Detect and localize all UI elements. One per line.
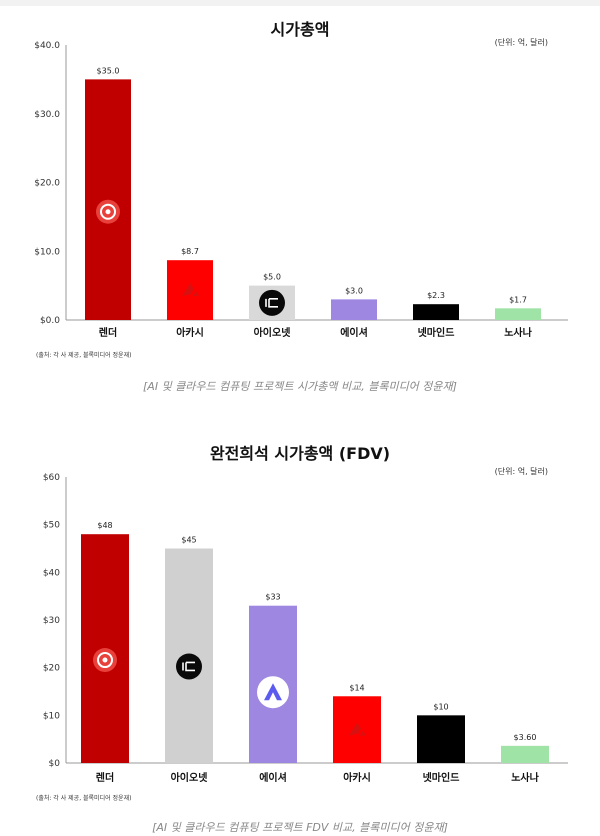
market-cap-chart: 시가총액 (단위: 억, 달러) $0.0 $10.0 $20.0 $30.0 $40.… bbox=[0, 6, 600, 410]
bar-value-label: $45 bbox=[181, 536, 196, 545]
chart-caption: [AI 및 클라우드 컴퓨팅 프로젝트 시가총액 비교, 블록미디어 정윤재] bbox=[143, 380, 457, 393]
bar-value-label: $10 bbox=[433, 702, 448, 711]
bar bbox=[331, 299, 377, 320]
bar-value-label: $3.60 bbox=[514, 733, 537, 742]
aethir-logo-glyph-icon bbox=[264, 683, 282, 701]
chart-plot-area: $0 $10 $20 $30 $40 $50 $60 $48 렌더 $45 아이오넷 $33 에이셔 $1… bbox=[43, 473, 568, 784]
category-label: 에이셔 bbox=[340, 326, 368, 339]
chart-title: 완전희석 시가총액 (FDV) bbox=[209, 444, 391, 463]
y-tick-label: $30 bbox=[43, 616, 60, 626]
y-tick-label: $0 bbox=[49, 759, 61, 769]
aethir-logo-group bbox=[257, 676, 289, 709]
y-tick-label: $20 bbox=[43, 664, 60, 674]
bar-value-label: $33 bbox=[265, 593, 280, 602]
chart-caption: [AI 및 클라우드 컴퓨팅 프로젝트 FDV 비교, 블록미디어 정윤재] bbox=[152, 821, 448, 834]
category-label: 렌더 bbox=[99, 326, 117, 339]
bar bbox=[413, 304, 459, 320]
unit-note: (단위: 억, 달러) bbox=[494, 38, 548, 47]
bar bbox=[417, 715, 465, 763]
akash-logo-icon bbox=[182, 283, 199, 297]
category-label: 넷마인드 bbox=[418, 326, 455, 339]
category-label: 넷마인드 bbox=[423, 771, 460, 784]
akash-logo-icon bbox=[349, 722, 366, 736]
render-logo-group bbox=[96, 199, 120, 224]
bar bbox=[85, 79, 131, 320]
render-logo-group bbox=[93, 648, 117, 673]
bar-value-label: $2.3 bbox=[427, 291, 445, 300]
fdv-chart: 완전희석 시가총액 (FDV) (단위: 억, 달러) $0 $10 $20 $30 $… bbox=[0, 430, 600, 836]
source-note: (출처: 각 사 제공, 블록미디어 정윤재) bbox=[36, 352, 132, 359]
y-tick-label: $30.0 bbox=[34, 110, 60, 120]
top-bar bbox=[0, 0, 600, 6]
source-note: (출처: 각 사 제공, 블록미디어 정윤재) bbox=[36, 795, 132, 802]
ionet-logo-group bbox=[176, 653, 202, 680]
render-logo-dot-icon bbox=[105, 209, 111, 215]
bar-value-label: $14 bbox=[349, 683, 364, 692]
y-tick-label: $20.0 bbox=[34, 179, 60, 189]
render-logo-ring-icon bbox=[97, 652, 113, 669]
category-label: 노사나 bbox=[511, 771, 539, 784]
category-label: 노사나 bbox=[504, 326, 532, 339]
ionet-logo-glyph-icon bbox=[182, 661, 195, 672]
ionet-logo-group bbox=[259, 289, 285, 316]
bar bbox=[495, 308, 541, 320]
y-tick-label: $60 bbox=[43, 473, 60, 483]
y-tick-label: $40.0 bbox=[34, 41, 60, 51]
y-tick-label: $10.0 bbox=[34, 247, 60, 257]
category-label: 아카시 bbox=[176, 326, 204, 339]
category-label: 아이오넷 bbox=[171, 771, 208, 784]
unit-note: (단위: 억, 달러) bbox=[494, 467, 548, 476]
bar-value-label: $1.7 bbox=[509, 295, 527, 304]
bar-value-label: $5.0 bbox=[263, 273, 281, 282]
category-label: 아이오넷 bbox=[254, 326, 291, 339]
chart-plot-area: $0.0 $10.0 $20.0 $30.0 $40.0 $35.0 렌더 $8.7 아카시 $5… bbox=[34, 41, 568, 339]
akash-logo-group bbox=[349, 722, 366, 736]
y-tick-label: $40 bbox=[43, 568, 60, 578]
bar-value-label: $35.0 bbox=[97, 66, 120, 75]
ionet-logo-icon bbox=[259, 289, 285, 316]
category-label: 렌더 bbox=[96, 771, 114, 784]
bar-value-label: $3.0 bbox=[345, 286, 363, 295]
chart-title: 시가총액 bbox=[270, 20, 330, 39]
akash-logo-group bbox=[182, 283, 199, 297]
y-tick-label: $50 bbox=[43, 521, 60, 531]
y-tick-label: $10 bbox=[43, 711, 60, 721]
bar bbox=[501, 745, 549, 763]
ionet-logo-glyph-icon bbox=[265, 298, 278, 308]
render-logo-dot-icon bbox=[102, 657, 108, 663]
category-label: 아카시 bbox=[343, 771, 371, 784]
ionet-logo-icon bbox=[176, 653, 202, 680]
category-label: 에이셔 bbox=[259, 771, 287, 784]
bar-value-label: $8.7 bbox=[181, 247, 199, 256]
y-tick-label: $0.0 bbox=[40, 316, 60, 326]
render-logo-ring-icon bbox=[100, 203, 116, 220]
bar-value-label: $48 bbox=[97, 521, 112, 530]
